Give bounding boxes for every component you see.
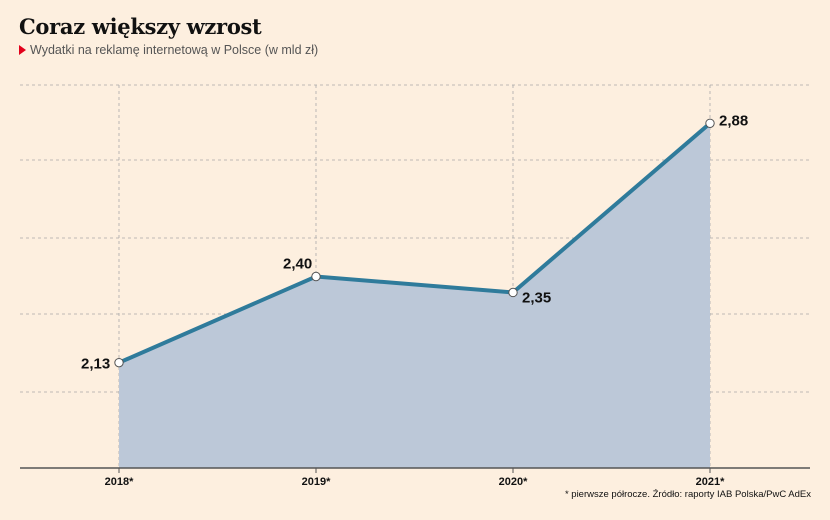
source-note: * pierwsze półrocze. Źródło: raporty IAB…	[564, 489, 811, 500]
x-axis-ticks: 2018* 2019* 2020* 2021*	[105, 468, 725, 488]
data-point	[311, 271, 321, 282]
data-point	[114, 357, 124, 368]
x-tick-label: 2020*	[499, 476, 528, 488]
chart-title: Coraz większy wzrost	[19, 14, 262, 39]
data-label: 2,35	[522, 289, 551, 306]
x-tick-label: 2018*	[105, 476, 134, 488]
data-labels: 2,13 2,40 2,35 2,88	[81, 112, 748, 372]
area-fill	[119, 123, 710, 469]
data-point	[508, 287, 518, 298]
chart-subtitle: Wydatki na reklamę internetową w Polsce …	[19, 43, 318, 57]
triangle-bullet-icon	[19, 45, 26, 55]
chart-subtitle-text: Wydatki na reklamę internetową w Polsce …	[30, 43, 319, 57]
x-tick-label: 2021*	[696, 476, 725, 488]
data-label: 2,88	[719, 112, 748, 129]
series-line	[118, 121, 712, 365]
x-tick-label: 2019*	[302, 476, 331, 488]
data-label: 2,13	[81, 356, 110, 373]
data-points	[114, 118, 715, 368]
data-point	[705, 118, 715, 129]
data-label: 2,40	[283, 256, 312, 273]
